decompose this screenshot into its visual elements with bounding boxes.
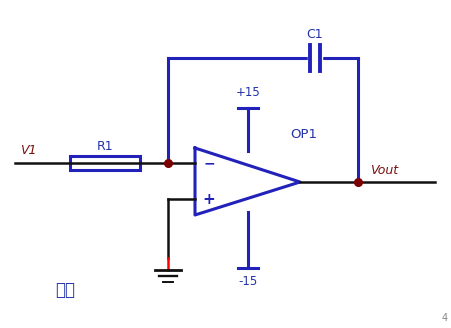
Text: +: + [202, 192, 216, 207]
Text: 4: 4 [442, 313, 448, 323]
Text: -15: -15 [239, 275, 258, 288]
Text: OP1: OP1 [290, 128, 317, 140]
Text: V1: V1 [20, 144, 36, 156]
Text: −: − [203, 156, 215, 170]
Bar [70, 156, 140, 170]
Text: C1: C1 [307, 28, 323, 41]
Text: +15: +15 [235, 86, 260, 99]
Text: R1: R1 [97, 140, 113, 153]
Text: Vout: Vout [370, 163, 398, 176]
Text: 圖六: 圖六 [55, 281, 75, 299]
